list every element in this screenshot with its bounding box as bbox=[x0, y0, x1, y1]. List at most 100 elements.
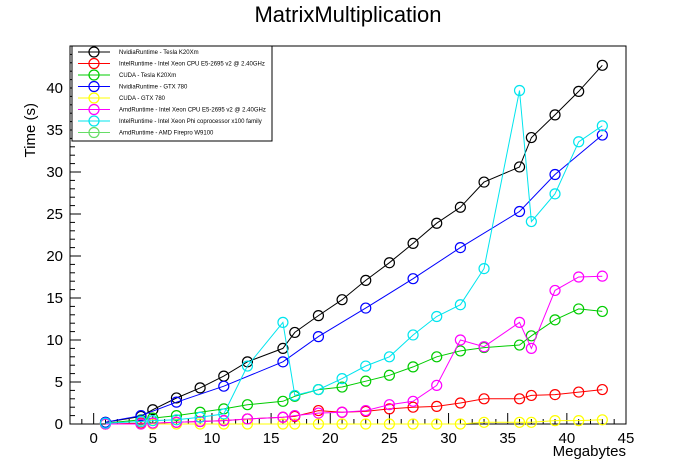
x-axis-label: Megabytes bbox=[553, 443, 626, 460]
legend-entry: IntelRuntime - Intel Xeon Phi coprocesso… bbox=[78, 115, 262, 127]
legend-entry: AmdRuntime - AMD Firepro W9100 bbox=[78, 126, 214, 139]
y-tick-label: 20 bbox=[46, 248, 63, 265]
data-point bbox=[513, 316, 526, 328]
data-point bbox=[525, 416, 537, 428]
y-tick-label: 25 bbox=[46, 206, 63, 223]
data-point bbox=[407, 401, 419, 413]
data-point bbox=[573, 85, 585, 97]
data-point bbox=[596, 120, 608, 132]
data-point bbox=[289, 326, 301, 339]
data-point bbox=[135, 410, 147, 422]
data-point bbox=[277, 418, 289, 430]
x-tick-label: 20 bbox=[322, 430, 339, 447]
data-point bbox=[525, 342, 537, 354]
data-point bbox=[147, 415, 159, 427]
data-point bbox=[170, 392, 183, 404]
series-line bbox=[105, 90, 603, 424]
data-point bbox=[549, 284, 561, 297]
data-point bbox=[336, 373, 348, 385]
data-point bbox=[360, 404, 372, 417]
data-point bbox=[454, 397, 466, 409]
data-point bbox=[549, 415, 561, 427]
data-point bbox=[218, 408, 230, 420]
data-point bbox=[360, 274, 372, 286]
data-point bbox=[135, 415, 147, 428]
data-point bbox=[218, 380, 230, 392]
data-point bbox=[312, 407, 325, 419]
x-tick-label: 40 bbox=[559, 430, 576, 447]
series-5 bbox=[99, 270, 608, 430]
data-point bbox=[525, 215, 537, 228]
x-tick-label: 30 bbox=[440, 430, 457, 447]
legend-label: CUDA - Tesla K20Xm bbox=[119, 73, 176, 79]
legend-label: CUDA - GTX 780 bbox=[119, 96, 166, 102]
data-point bbox=[573, 303, 585, 315]
data-point bbox=[549, 188, 561, 200]
legend-entry: AmdRuntime - Intel Xeon CPU E5-2695 v2 @… bbox=[78, 103, 266, 116]
legend-marker bbox=[88, 103, 100, 116]
data-point bbox=[277, 342, 289, 354]
y-tick-label: 40 bbox=[46, 80, 63, 97]
legend-label: NvidiaRuntime - GTX 780 bbox=[119, 85, 188, 91]
data-point bbox=[525, 131, 537, 144]
y-tick-label: 0 bbox=[55, 416, 63, 433]
data-point bbox=[170, 410, 183, 422]
x-tick-label: 15 bbox=[263, 430, 280, 447]
data-point bbox=[383, 418, 396, 430]
data-point bbox=[383, 369, 396, 381]
legend-marker bbox=[88, 46, 100, 58]
data-point bbox=[407, 273, 419, 285]
data-point bbox=[383, 257, 396, 269]
series-layer bbox=[99, 59, 608, 430]
legend-label: IntelRuntime - Intel Xeon Phi coprocesso… bbox=[119, 119, 262, 125]
legend-label: AmdRuntime - Intel Xeon CPU E5-2695 v2 @… bbox=[119, 108, 266, 114]
data-point bbox=[596, 59, 608, 71]
data-point bbox=[360, 302, 372, 314]
legend-entry: NvidiaRuntime - GTX 780 bbox=[78, 80, 188, 93]
legend-entry: IntelRuntime - Intel Xeon CPU E5-2695 v2… bbox=[78, 57, 265, 70]
series-4 bbox=[99, 414, 608, 430]
data-point bbox=[513, 84, 526, 97]
data-point bbox=[478, 263, 490, 275]
data-point bbox=[513, 161, 526, 173]
data-point bbox=[360, 360, 372, 372]
x-tick-label: 0 bbox=[89, 430, 97, 447]
data-point bbox=[312, 331, 325, 343]
data-point bbox=[431, 351, 443, 363]
y-tick-label: 10 bbox=[46, 332, 63, 349]
data-point bbox=[513, 416, 526, 428]
data-point bbox=[289, 389, 301, 402]
data-point bbox=[336, 294, 348, 306]
legend-entry: NvidiaRuntime - Tesla K20Xm bbox=[78, 46, 199, 58]
data-point bbox=[277, 395, 289, 407]
data-point bbox=[549, 168, 561, 181]
data-point bbox=[596, 270, 608, 282]
data-point bbox=[277, 316, 289, 328]
y-axis-label: Time (s) bbox=[22, 103, 39, 157]
data-point bbox=[573, 386, 585, 398]
data-point bbox=[383, 399, 396, 411]
data-point bbox=[194, 411, 206, 423]
data-point bbox=[241, 413, 254, 425]
data-point bbox=[407, 237, 419, 249]
data-point bbox=[407, 329, 419, 341]
x-tick-label: 10 bbox=[204, 430, 221, 447]
data-point bbox=[241, 360, 254, 372]
data-point bbox=[277, 411, 289, 423]
data-point bbox=[478, 393, 490, 405]
y-tick-label: 30 bbox=[46, 164, 63, 181]
data-point bbox=[596, 414, 608, 426]
y-tick-label: 5 bbox=[55, 374, 63, 391]
data-point bbox=[596, 383, 608, 396]
data-point bbox=[383, 351, 396, 363]
data-point bbox=[478, 341, 490, 353]
data-point bbox=[289, 410, 301, 422]
data-point bbox=[454, 418, 466, 430]
data-point bbox=[478, 176, 490, 188]
series-3 bbox=[99, 129, 608, 428]
data-point bbox=[573, 136, 585, 148]
data-point bbox=[513, 393, 526, 405]
data-point bbox=[99, 417, 112, 429]
legend-marker bbox=[88, 69, 100, 81]
